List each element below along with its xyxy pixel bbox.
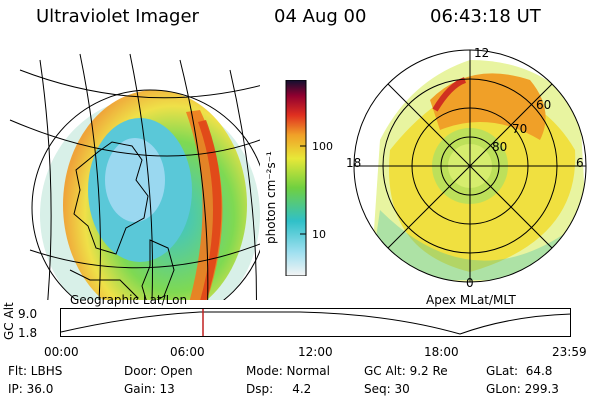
info-gain: Gain: 13 [124,382,175,396]
info-mode: Mode: Normal [246,364,330,378]
timeline-xtick-1800: 18:00 [424,345,459,359]
timeline-ylabel: GC Alt [2,302,16,340]
timeline-xtick-1200: 12:00 [298,345,333,359]
mlt-label-12: 12 [474,46,490,60]
right-panel-caption: Apex MLat/MLT [426,293,516,307]
left-panel-caption: Geographic Lat/Lon [70,293,188,307]
timeline-ytick-1: 1.8 [18,326,38,340]
info-ip: IP: 36.0 [8,382,54,396]
observation-date: 04 Aug 00 [274,6,367,27]
geographic-globe-image [9,53,260,300]
info-dsp: Dsp: 4.2 [246,382,312,396]
observation-time: 06:43:18 UT [430,6,541,27]
mlt-label-6: 6 [576,156,584,170]
mlat-label-60: 60 [536,98,552,112]
mlat-label-70: 70 [512,122,528,136]
altitude-timeline [60,308,572,337]
info-seq: Seq: 30 [364,382,410,396]
colorbar-unit-label: photon cm⁻²s⁻¹ [264,151,278,244]
info-filter: Flt: LBHS [8,364,63,378]
timeline-xtick-2359: 23:59 [552,345,587,359]
mlt-label-0: 0 [466,276,474,290]
mlat-label-80: 80 [492,140,508,154]
info-glon: GLon: 299.3 [486,382,559,396]
timeline-xtick-0000: 00:00 [44,345,79,359]
info-gc-alt: GC Alt: 9.2 Re [364,364,448,378]
info-glat: GLat: 64.8 [486,364,553,378]
colorbar [285,80,307,276]
apex-polar-plot [353,49,587,283]
instrument-title: Ultraviolet Imager [36,6,199,27]
timeline-ytick-9: 9.0 [18,307,38,321]
info-door: Door: Open [124,364,193,378]
timeline-xtick-0600: 06:00 [170,345,205,359]
colorbar-tick-100: 100 [312,140,333,153]
mlt-label-18: 18 [346,156,362,170]
colorbar-tick-10: 10 [312,228,326,241]
